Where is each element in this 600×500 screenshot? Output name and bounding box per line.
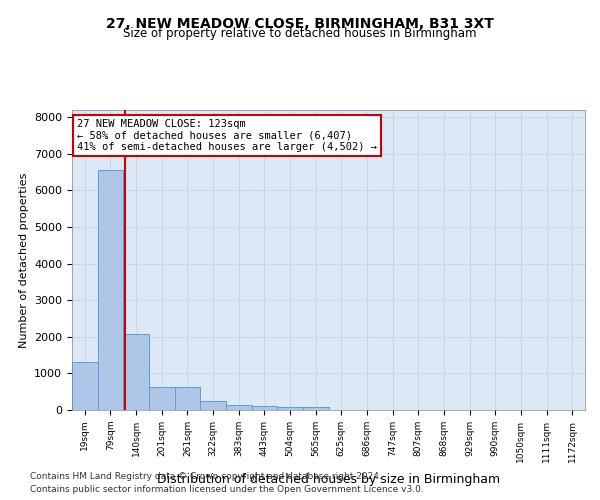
Text: 27 NEW MEADOW CLOSE: 123sqm
← 58% of detached houses are smaller (6,407)
41% of : 27 NEW MEADOW CLOSE: 123sqm ← 58% of det… [77, 119, 377, 152]
Y-axis label: Number of detached properties: Number of detached properties [19, 172, 29, 348]
Text: Contains HM Land Registry data © Crown copyright and database right 2024.: Contains HM Land Registry data © Crown c… [30, 472, 382, 481]
Bar [226, 405, 251, 410]
X-axis label: Distribution of detached houses by size in Birmingham: Distribution of detached houses by size … [157, 473, 500, 486]
Bar [303, 407, 329, 410]
Bar [149, 386, 175, 410]
Bar [251, 406, 277, 410]
Bar [98, 170, 124, 410]
Bar [277, 407, 303, 410]
Bar [124, 334, 149, 410]
Bar [72, 362, 98, 410]
Bar [175, 386, 200, 410]
Bar [200, 401, 226, 410]
Text: Contains public sector information licensed under the Open Government Licence v3: Contains public sector information licen… [30, 485, 424, 494]
Text: Size of property relative to detached houses in Birmingham: Size of property relative to detached ho… [123, 28, 477, 40]
Text: 27, NEW MEADOW CLOSE, BIRMINGHAM, B31 3XT: 27, NEW MEADOW CLOSE, BIRMINGHAM, B31 3X… [106, 18, 494, 32]
